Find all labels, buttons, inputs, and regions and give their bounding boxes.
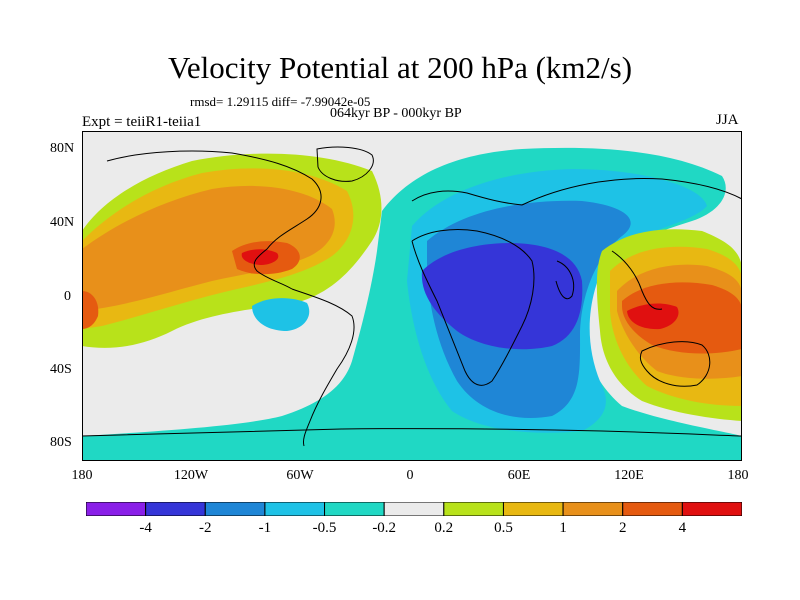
contour-neg-pocket bbox=[252, 298, 310, 331]
colorbar-swatch bbox=[145, 502, 206, 516]
colorbar-label: -0.2 bbox=[372, 520, 397, 536]
period-subtitle: 064kyr BP - 000kyr BP bbox=[330, 106, 462, 121]
lon-tick-180e: 180 bbox=[727, 468, 749, 483]
colorbar-swatch bbox=[324, 502, 385, 516]
colorbar-swatch bbox=[681, 502, 742, 516]
colorbar bbox=[86, 502, 742, 516]
colorbar-swatch bbox=[264, 502, 326, 516]
colorbar-label: -0.5 bbox=[312, 520, 337, 536]
lat-tick-80s: 80S bbox=[50, 435, 72, 450]
coast-australia bbox=[639, 341, 711, 387]
lon-tick-180w: 180 bbox=[71, 468, 93, 483]
colorbar-swatch bbox=[562, 502, 624, 516]
coast-india bbox=[555, 260, 575, 300]
colorbar-swatch bbox=[86, 502, 147, 516]
lon-tick-0: 0 bbox=[406, 468, 414, 483]
map-frame bbox=[82, 131, 742, 461]
coastlines bbox=[82, 146, 742, 447]
map-title: Velocity Potential at 200 hPa (km2/s) bbox=[167, 50, 633, 85]
colorbar-swatch bbox=[622, 502, 683, 516]
colorbar-swatch bbox=[383, 502, 445, 516]
coast-se-asia bbox=[611, 250, 663, 310]
colorbar-label: -1 bbox=[258, 520, 272, 536]
lon-tick-60e: 60E bbox=[507, 468, 531, 483]
colorbar-label: 0.2 bbox=[434, 520, 454, 536]
colorbar-label: 1 bbox=[559, 520, 567, 536]
lon-tick-120w: 120W bbox=[173, 468, 209, 483]
lat-tick-40s: 40S bbox=[50, 362, 72, 377]
colorbar-label: 0.5 bbox=[494, 520, 513, 536]
colorbar-label: -2 bbox=[199, 520, 212, 536]
colorbar-label: -4 bbox=[139, 520, 152, 536]
experiment-label: Expt = teiiR1-teiia1 bbox=[82, 114, 202, 130]
contour-pos-1 bbox=[82, 185, 335, 311]
rmsd-stats: rmsd= 1.29115 diff= -7.99042e-05 bbox=[190, 94, 371, 109]
season-label: JJA bbox=[716, 112, 739, 128]
coast-africa bbox=[411, 228, 535, 386]
contour-pos-2-east bbox=[622, 282, 742, 354]
coast-south-america bbox=[291, 288, 355, 447]
colorbar-swatch bbox=[443, 502, 504, 516]
colorbar-swatch bbox=[204, 502, 266, 516]
coast-asia bbox=[521, 178, 742, 206]
coast-greenland bbox=[316, 146, 374, 182]
coast-north-america bbox=[106, 150, 322, 290]
contour-pos-2-west bbox=[82, 291, 99, 329]
contour-pos-4-east bbox=[627, 303, 679, 330]
lon-tick-120e: 120E bbox=[614, 468, 644, 483]
coast-antarctica bbox=[82, 428, 742, 437]
coast-europe bbox=[411, 190, 523, 206]
lon-tick-60w: 60W bbox=[286, 468, 314, 483]
contour-pos-4 bbox=[241, 249, 279, 265]
lat-tick-80n: 80N bbox=[50, 141, 75, 156]
velocity-potential-map bbox=[82, 131, 742, 461]
lat-tick-0: 0 bbox=[64, 289, 71, 304]
contour-neg-2 bbox=[421, 243, 583, 350]
colorbar-swatch bbox=[502, 502, 564, 516]
colorbar-label: 4 bbox=[678, 520, 687, 536]
colorbar-label: 2 bbox=[618, 520, 627, 536]
lat-tick-40n: 40N bbox=[50, 215, 75, 230]
